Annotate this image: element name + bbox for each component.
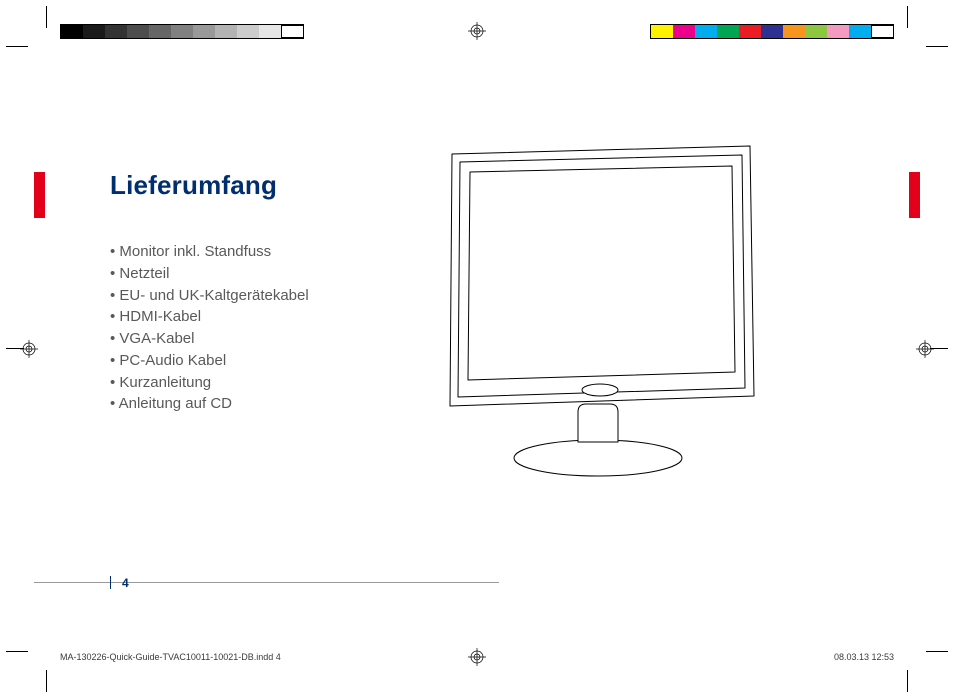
crop-mark <box>6 651 28 652</box>
grayscale-colorbar <box>60 24 304 39</box>
color-swatch <box>849 25 871 38</box>
page-number: 4 <box>122 576 129 590</box>
color-swatch <box>171 25 193 38</box>
registration-mark-icon <box>20 340 38 358</box>
monitor-illustration <box>428 142 768 482</box>
color-swatch <box>237 25 259 38</box>
registration-mark-icon <box>916 340 934 358</box>
slug-datetime: 08.03.13 12:53 <box>834 652 894 662</box>
color-swatch <box>673 25 695 38</box>
color-swatch <box>761 25 783 38</box>
color-swatch <box>105 25 127 38</box>
crop-mark <box>46 6 47 28</box>
crop-mark <box>46 670 47 692</box>
slug-filename: MA-130226-Quick-Guide-TVAC10011-10021-DB… <box>60 652 281 662</box>
color-swatch <box>193 25 215 38</box>
color-swatch <box>783 25 805 38</box>
process-colorbar <box>650 24 894 39</box>
crop-mark <box>907 670 908 692</box>
color-swatch <box>739 25 761 38</box>
crop-mark <box>6 46 28 47</box>
section-tab-left <box>34 172 45 218</box>
color-swatch <box>871 25 893 38</box>
crop-mark <box>926 651 948 652</box>
color-swatch <box>215 25 237 38</box>
crop-mark <box>907 6 908 28</box>
registration-mark-icon <box>468 648 486 666</box>
color-swatch <box>717 25 739 38</box>
color-swatch <box>651 25 673 38</box>
color-swatch <box>805 25 827 38</box>
print-page: Lieferumfang Monitor inkl. StandfussNetz… <box>0 0 954 698</box>
section-tab-right <box>909 172 920 218</box>
color-swatch <box>149 25 171 38</box>
color-swatch <box>61 25 83 38</box>
color-swatch <box>281 25 303 38</box>
footer-rule <box>34 582 499 583</box>
registration-mark-icon <box>468 22 486 40</box>
color-swatch <box>127 25 149 38</box>
color-swatch <box>695 25 717 38</box>
color-swatch <box>827 25 849 38</box>
color-swatch <box>259 25 281 38</box>
color-swatch <box>83 25 105 38</box>
crop-mark <box>926 46 948 47</box>
